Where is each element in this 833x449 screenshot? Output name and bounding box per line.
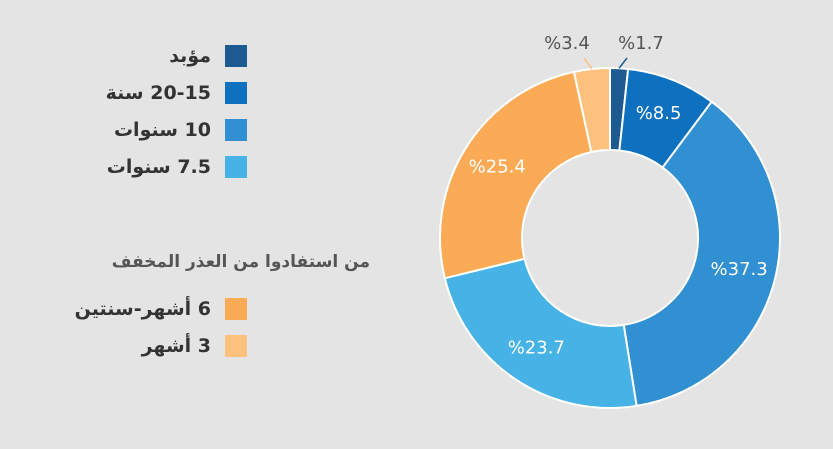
slice-label-three-months: %3.4	[544, 33, 590, 54]
legend-swatch-3	[225, 156, 247, 178]
slice-label-seven-half: %23.7	[508, 338, 565, 359]
slice-label-ten: %37.3	[711, 259, 768, 280]
legend-item-5: 3 أشهر	[142, 335, 247, 357]
legend-item-0: مؤبد	[169, 45, 247, 67]
slice-label-six-months-two-years: %25.4	[469, 156, 526, 177]
legend-item-2: 10 سنوات	[114, 119, 247, 141]
legend-item-1: 20-15 سنة	[106, 82, 247, 104]
legend-label-3: 7.5 سنوات	[106, 156, 211, 178]
legend-swatch-2	[225, 119, 247, 141]
slice-label-fifteen-twenty: %8.5	[636, 103, 682, 124]
legend-label-4: 6 أشهر-سنتين	[74, 298, 211, 320]
legend-group-heading: من استفادوا من العذر المخفف	[111, 252, 370, 272]
legend-item-4: 6 أشهر-سنتين	[75, 298, 247, 320]
legend-label-0: مؤبد	[169, 45, 211, 67]
legend-swatch-1	[225, 82, 247, 104]
legend-item-3: 7.5 سنوات	[107, 156, 247, 178]
leader-line-three-months	[583, 57, 593, 70]
slice-label-life: %1.7	[618, 33, 664, 54]
legend-swatch-5	[225, 335, 247, 357]
legend-swatch-4	[225, 298, 247, 320]
legend-swatch-0	[225, 45, 247, 67]
leader-line-life	[618, 57, 628, 69]
slice-seven-half	[443, 257, 638, 409]
legend-label-2: 10 سنوات	[113, 119, 211, 141]
slice-three-months	[572, 66, 611, 154]
legend-label-1: 20-15 سنة	[105, 82, 211, 104]
slice-ten	[622, 100, 781, 408]
slice-six-months-two-years	[439, 70, 593, 280]
legend-label-5: 3 أشهر	[141, 335, 211, 357]
